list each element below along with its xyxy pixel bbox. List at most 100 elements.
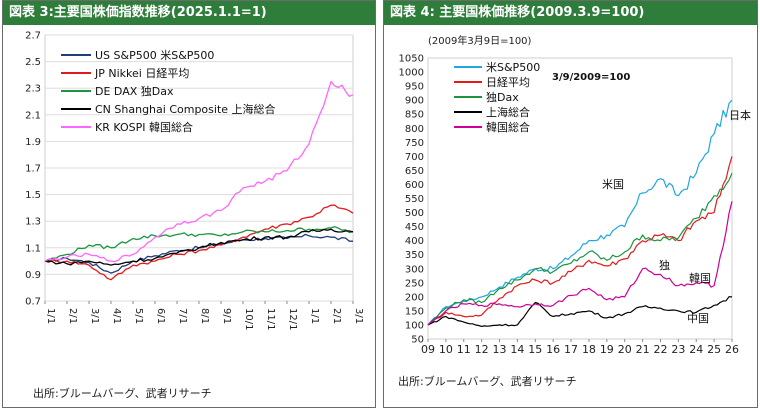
x-tick-label: 10/1 bbox=[243, 308, 254, 330]
line-chart-left: 0.7 0.9 1.1 1.3 1.5 1.7 1.9 2.1 2.3 2.5 2.7 1/1 2/1 3… bbox=[25, 31, 364, 331]
x-tick-label: 18 bbox=[582, 343, 596, 356]
x-tick-label: 14 bbox=[510, 343, 524, 356]
x-tick-label: 6/1 bbox=[155, 308, 166, 324]
y-tick-label: 1.3 bbox=[25, 217, 41, 228]
plot-area bbox=[427, 57, 733, 340]
y-tick-label: 200 bbox=[405, 292, 424, 303]
y-tick-label: 50 bbox=[411, 335, 424, 346]
y-tick-label: 650 bbox=[405, 166, 424, 177]
y-tick-label: 1.1 bbox=[25, 243, 41, 254]
chart-panel-left: 図表 3:主要国株価指数推移(2025.1.1=1) 0.7 0.9 1.1 1.3 1… bbox=[2, 0, 376, 408]
x-tick-label: 2/1 bbox=[331, 308, 342, 324]
x-tick-label: 3/1 bbox=[353, 308, 364, 324]
legend-label: DE DAX 独Dax bbox=[95, 85, 174, 98]
x-tick-label: 25 bbox=[707, 343, 721, 356]
chart-annotation: 韓国 bbox=[689, 272, 711, 285]
y-tick-label: 150 bbox=[405, 306, 424, 317]
y-tick-label: 700 bbox=[405, 152, 424, 163]
y-tick-label: 450 bbox=[405, 222, 424, 233]
series-line bbox=[44, 226, 354, 262]
x-tick-label: 8/1 bbox=[199, 308, 210, 324]
x-tick-label: 13 bbox=[493, 343, 507, 356]
chart-subtitle: (2009年3月9日=100) bbox=[428, 36, 532, 47]
legend-label: 韓国総合 bbox=[486, 120, 530, 134]
chart-panel-right: 図表 4: 主要国株価推移(2009.3.9=100) (2009年3月9日=1… bbox=[383, 0, 758, 408]
y-tick-label: 250 bbox=[405, 278, 424, 289]
x-tick-label: 12/1 bbox=[287, 308, 298, 330]
y-tick-label: 1.7 bbox=[25, 164, 41, 175]
legend-note: 3/9/2009=100 bbox=[552, 72, 630, 83]
legend-label: 米S&P500 bbox=[486, 61, 540, 74]
series-line bbox=[427, 201, 733, 326]
y-tick-label: 600 bbox=[405, 180, 424, 191]
x-tick-label: 10 bbox=[439, 343, 453, 356]
y-tick-label: 0.9 bbox=[25, 270, 41, 281]
x-tick-label: 1/1 bbox=[45, 308, 56, 324]
x-tick-label: 19 bbox=[600, 343, 614, 356]
y-tick-label: 0.7 bbox=[25, 297, 41, 308]
y-tick-label: 800 bbox=[405, 124, 424, 135]
legend-label: KR KOSPI 韓国総合 bbox=[95, 120, 193, 134]
series-line bbox=[427, 156, 733, 326]
x-tick-label: 2/1 bbox=[67, 308, 78, 324]
series-line bbox=[427, 296, 733, 327]
chart-annotation: 日本 bbox=[729, 108, 751, 122]
x-tick-label: 17 bbox=[564, 343, 578, 356]
series-line bbox=[44, 80, 354, 263]
x-tick-label: 09 bbox=[421, 343, 435, 356]
y-tick-label: 2.1 bbox=[25, 110, 41, 121]
x-tick-label: 12 bbox=[475, 343, 489, 356]
y-tick-label: 500 bbox=[405, 208, 424, 219]
line-chart-right: 50 100 150 200 250 300 350 400 450 500 550 600 650 70… bbox=[399, 54, 751, 357]
series-line bbox=[427, 99, 733, 326]
x-tick-label: 20 bbox=[618, 343, 632, 356]
x-tick-label: 26 bbox=[725, 343, 739, 356]
legend-label: 独Dax bbox=[486, 91, 519, 104]
y-tick-label: 750 bbox=[405, 138, 424, 149]
x-tick-label: 15 bbox=[528, 343, 542, 356]
y-tick-label: 1050 bbox=[399, 54, 424, 65]
legend-label: US S&P500 米S&P500 bbox=[95, 49, 214, 62]
y-tick-label: 2.7 bbox=[25, 31, 41, 42]
x-tick-label: 23 bbox=[671, 343, 685, 356]
series-line bbox=[44, 204, 354, 281]
y-tick-label: 2.5 bbox=[25, 57, 41, 68]
y-tick-label: 350 bbox=[405, 250, 424, 261]
y-tick-label: 1.5 bbox=[25, 190, 41, 201]
y-tick-label: 2.3 bbox=[25, 84, 41, 95]
y-tick-label: 900 bbox=[405, 96, 424, 107]
legend-label: 上海総合 bbox=[486, 105, 530, 119]
x-tick-label: 11/1 bbox=[265, 308, 276, 330]
chart-annotation: 独 bbox=[659, 259, 670, 272]
chart-source: 出所:ブルームバーグ、武者リサーチ bbox=[398, 375, 577, 388]
legend-label: JP Nikkei 日経平均 bbox=[94, 67, 189, 80]
chart-title: 図表 4: 主要国株価推移(2009.3.9=100) bbox=[384, 1, 757, 25]
chart-source: 出所:ブルームバーグ、武者リサーチ bbox=[33, 387, 212, 400]
chart-annotation: 中国 bbox=[687, 312, 709, 325]
series-line bbox=[427, 172, 733, 326]
legend-label: 日経平均 bbox=[486, 76, 530, 89]
x-tick-label: 1/1 bbox=[309, 308, 320, 324]
legend-label: CN Shanghai Composite 上海総合 bbox=[95, 102, 276, 116]
y-tick-label: 100 bbox=[405, 320, 424, 331]
x-tick-label: 3/1 bbox=[89, 308, 100, 324]
x-tick-label: 5/1 bbox=[133, 308, 144, 324]
y-tick-label: 400 bbox=[405, 236, 424, 247]
chart-annotation: 米国 bbox=[602, 178, 624, 191]
x-tick-label: 7/1 bbox=[177, 308, 188, 324]
chart-title: 図表 3:主要国株価指数推移(2025.1.1=1) bbox=[3, 1, 375, 25]
y-tick-label: 950 bbox=[405, 82, 424, 93]
x-tick-label: 4/1 bbox=[111, 308, 122, 324]
x-tick-label: 22 bbox=[653, 343, 667, 356]
y-tick-label: 550 bbox=[405, 194, 424, 205]
x-tick-label: 11 bbox=[457, 343, 471, 356]
series-line bbox=[44, 228, 354, 266]
y-tick-label: 1.9 bbox=[25, 137, 41, 148]
x-tick-label: 21 bbox=[636, 343, 650, 356]
y-tick-label: 300 bbox=[405, 264, 424, 275]
y-tick-label: 850 bbox=[405, 110, 424, 121]
x-tick-label: 24 bbox=[689, 343, 703, 356]
x-tick-label: 9/1 bbox=[221, 308, 232, 324]
y-tick-label: 1000 bbox=[399, 68, 424, 79]
x-tick-label: 16 bbox=[546, 343, 560, 356]
